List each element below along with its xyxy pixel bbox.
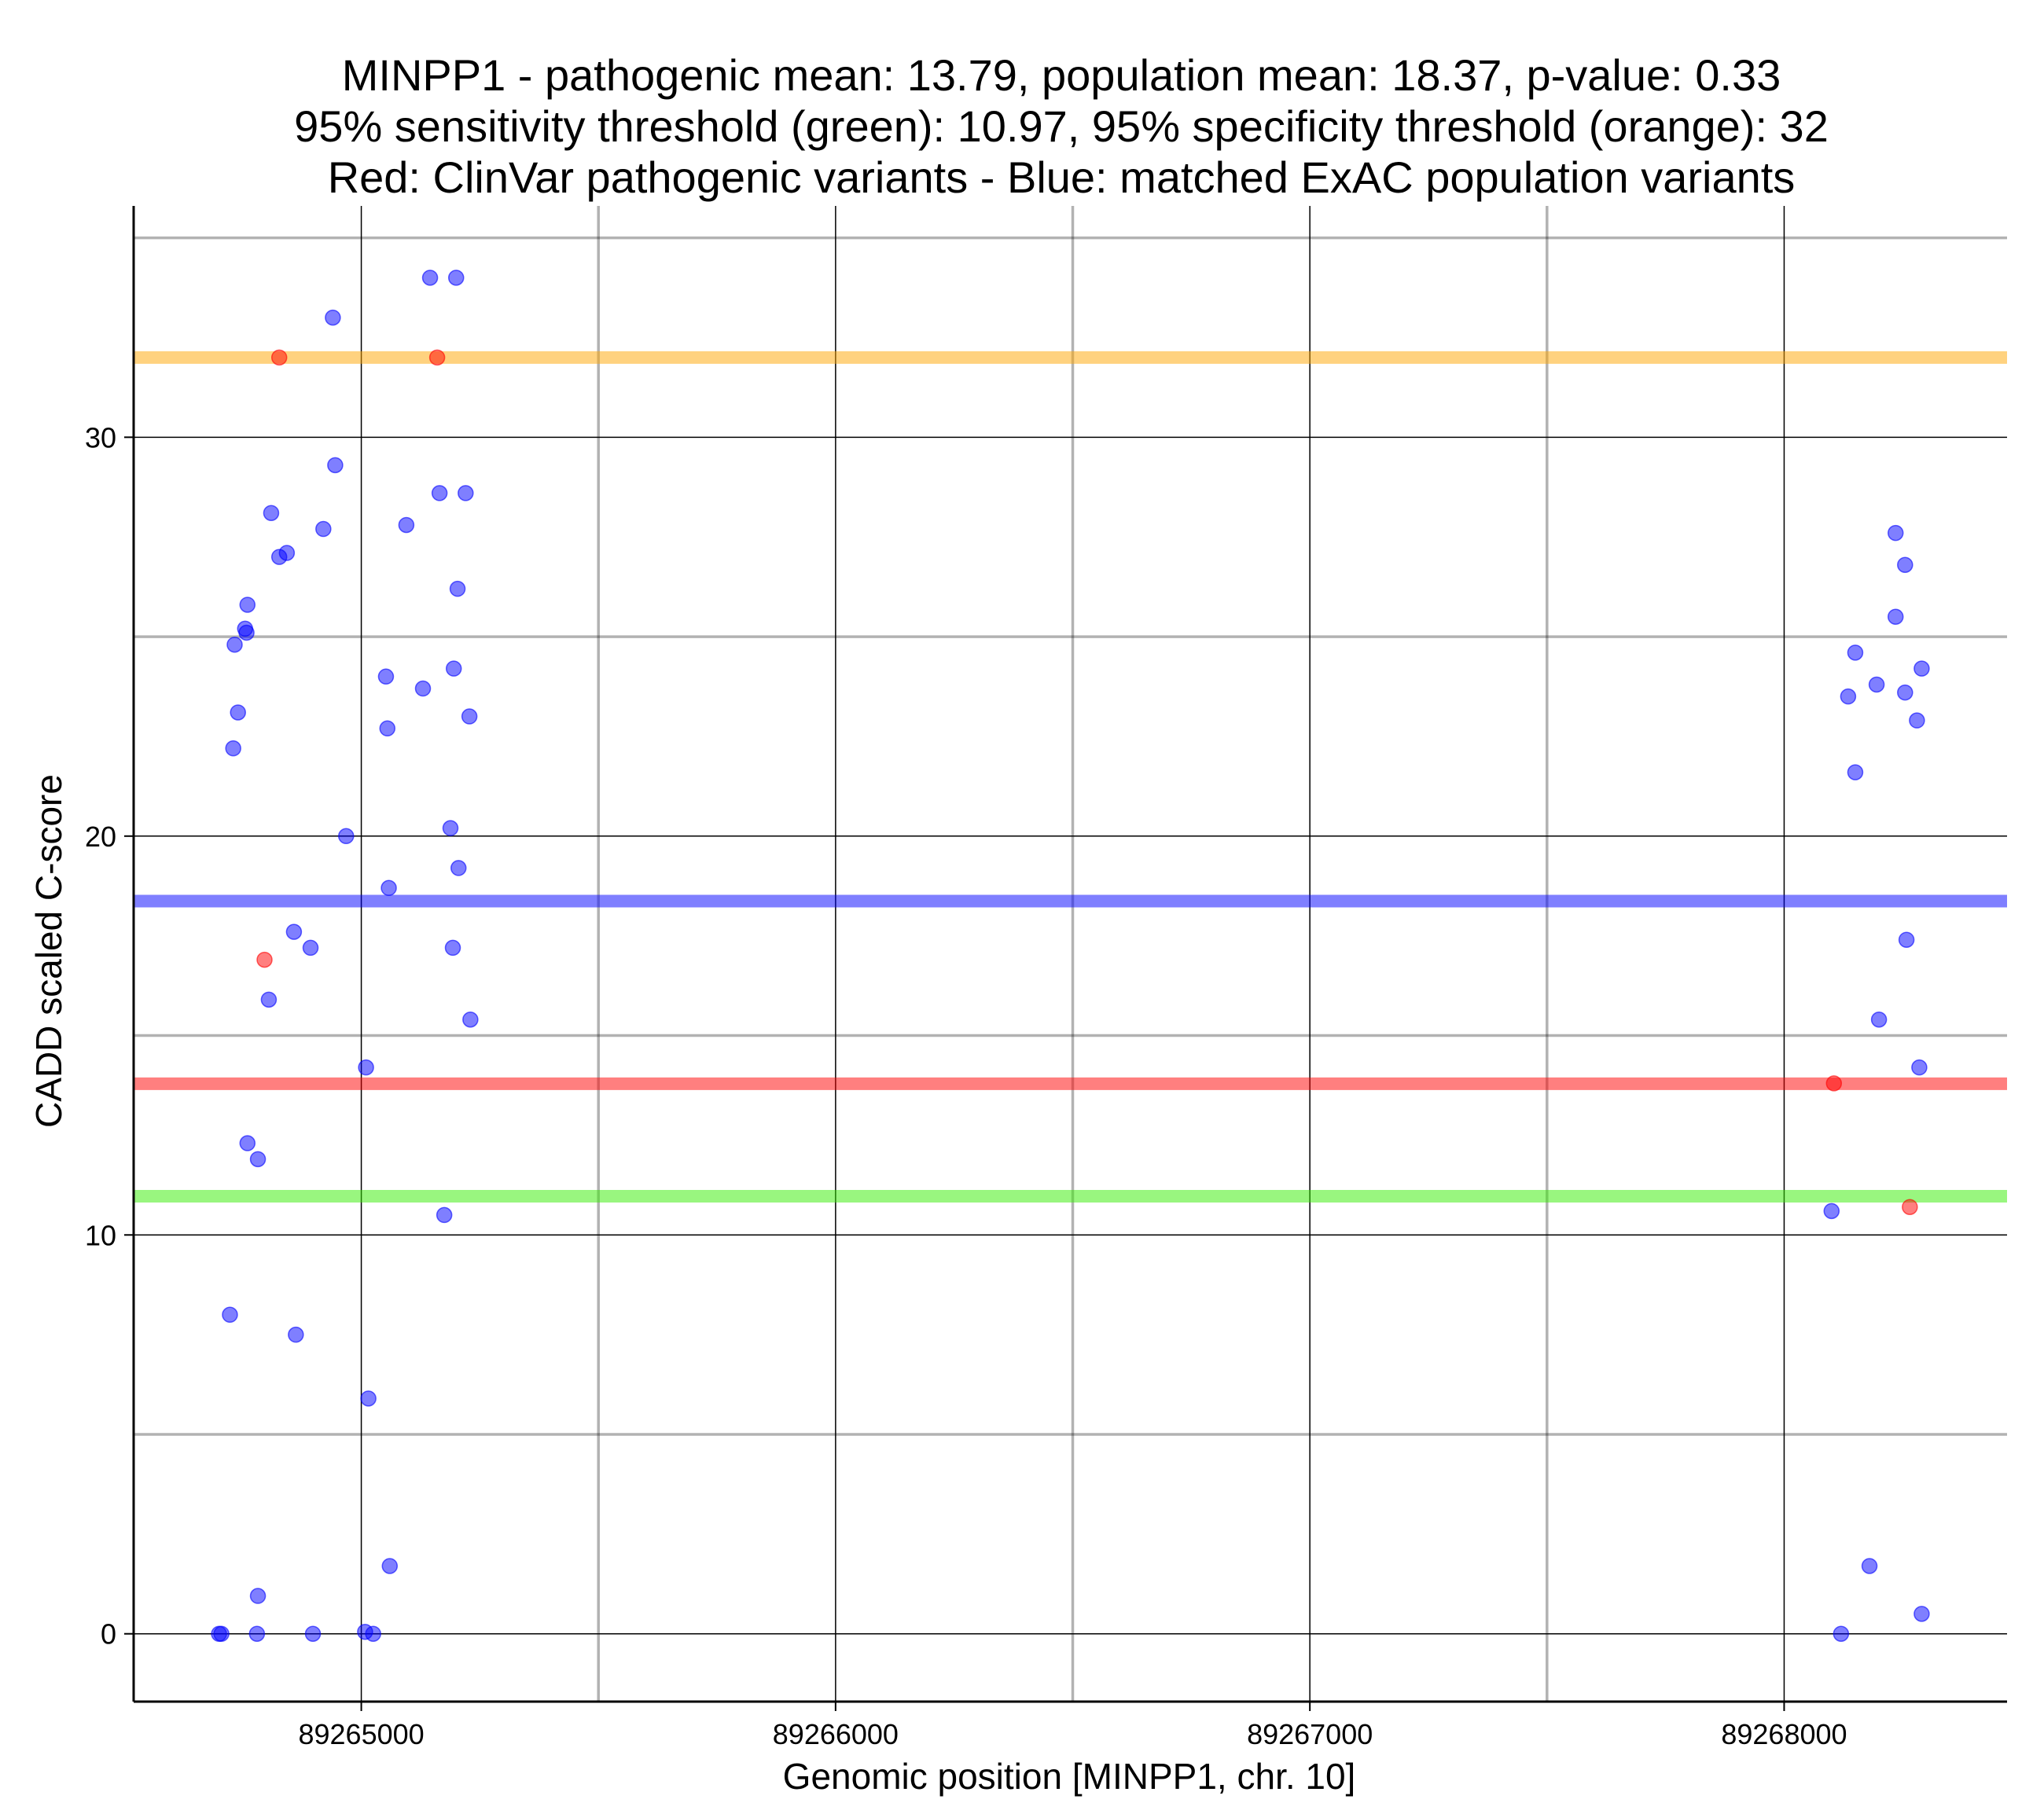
population-point xyxy=(325,309,341,326)
population-point xyxy=(449,580,466,597)
y-axis-ticks: 0 10 20 30 xyxy=(85,421,134,1651)
population-point xyxy=(379,720,396,737)
population-point xyxy=(421,270,439,286)
population-point xyxy=(248,1625,266,1642)
population-point xyxy=(1897,556,1913,573)
population-point xyxy=(365,1625,381,1642)
minor-gridlines xyxy=(134,206,2007,1702)
population-point xyxy=(226,636,243,653)
population-point xyxy=(462,1011,479,1028)
population-point xyxy=(1898,931,1915,948)
pathogenic-point xyxy=(270,349,288,366)
y-tick-label: 0 xyxy=(101,1618,116,1651)
population-point xyxy=(1897,684,1913,701)
major-gridlines xyxy=(134,206,2007,1702)
population-point xyxy=(239,597,256,613)
population-point xyxy=(1913,1606,1930,1622)
population-point xyxy=(461,708,478,725)
chart-title-line-3: Red: ClinVar pathogenic variants - Blue:… xyxy=(328,152,1796,202)
x-tick-label: 89266000 xyxy=(773,1718,899,1750)
population-point xyxy=(1887,524,1904,542)
population-point xyxy=(381,1558,399,1574)
population-point xyxy=(414,680,432,697)
population-point xyxy=(1823,1203,1840,1220)
y-tick-label: 30 xyxy=(85,421,116,454)
pathogenic-point xyxy=(1902,1199,1918,1215)
population-point xyxy=(358,1059,374,1076)
population-point xyxy=(1868,676,1885,693)
population-point xyxy=(230,704,246,721)
population-point xyxy=(450,860,467,876)
population-point xyxy=(1861,1558,1878,1574)
population-point xyxy=(263,505,280,521)
population-point xyxy=(1840,688,1857,705)
chart-title-line-2: 95% sensitivity threshold (green): 10.97… xyxy=(294,101,1829,151)
population-point xyxy=(1870,1011,1888,1028)
population-point xyxy=(380,879,397,897)
population-point xyxy=(436,1206,453,1224)
population-point xyxy=(327,457,344,474)
chart-title-line-1: MINPP1 - pathogenic mean: 13.79, populat… xyxy=(342,50,1781,100)
population-point xyxy=(249,1588,267,1604)
pathogenic-point xyxy=(1825,1075,1843,1092)
y-axis-title: CADD scaled C-score xyxy=(28,774,69,1128)
population-point xyxy=(1833,1625,1850,1642)
population-point xyxy=(442,820,459,836)
x-axis-title: Genomic position [MINPP1, chr. 10] xyxy=(783,1756,1356,1797)
population-point xyxy=(238,624,255,641)
population-point xyxy=(377,668,395,685)
x-tick-label: 89265000 xyxy=(298,1718,424,1750)
population-point xyxy=(338,828,355,845)
y-tick-label: 20 xyxy=(85,821,116,853)
population-point xyxy=(285,924,303,940)
x-tick-label: 89268000 xyxy=(1721,1718,1847,1750)
population-point xyxy=(1909,712,1925,729)
population-point xyxy=(1847,644,1864,661)
population-point xyxy=(260,991,278,1008)
data-points xyxy=(211,270,1930,1642)
population-point xyxy=(249,1151,267,1168)
population-point xyxy=(444,939,461,957)
x-axis-ticks: 89265000 89266000 89267000 89268000 xyxy=(298,1702,1847,1750)
population-point xyxy=(458,485,474,501)
x-tick-label: 89267000 xyxy=(1247,1718,1373,1750)
y-tick-label: 10 xyxy=(85,1219,116,1251)
population-point xyxy=(447,270,465,286)
chart-title: MINPP1 - pathogenic mean: 13.79, populat… xyxy=(294,50,1829,202)
reference-lines xyxy=(134,351,2007,1203)
population-point xyxy=(1847,764,1864,780)
population-point xyxy=(288,1326,304,1343)
pathogenic-point xyxy=(428,349,446,366)
population-point xyxy=(1911,1059,1928,1076)
population-point xyxy=(225,740,241,757)
population-point xyxy=(304,1625,322,1642)
population-point xyxy=(1913,660,1930,677)
population-point xyxy=(1887,608,1904,625)
population-point xyxy=(360,1390,377,1407)
pathogenic-point xyxy=(256,951,273,968)
population-point xyxy=(222,1306,238,1324)
population-point xyxy=(398,516,415,534)
population-point xyxy=(445,660,462,677)
population-point xyxy=(302,939,319,957)
population-point xyxy=(213,1625,230,1642)
population-point xyxy=(431,485,448,501)
population-point xyxy=(278,545,296,561)
population-point xyxy=(315,520,332,538)
population-point xyxy=(239,1135,256,1151)
axes xyxy=(132,206,2007,1703)
